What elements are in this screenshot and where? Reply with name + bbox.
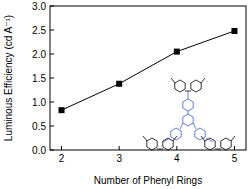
bond [143,136,147,141]
series-line [62,31,235,110]
x-axis-label: Number of Phenyl Rings [94,175,202,186]
plot-frame [50,6,246,150]
y-tick [50,126,54,127]
bond [188,91,189,99]
ring [221,138,231,150]
bond [173,136,177,141]
y-tick-label: 1.0 [32,97,46,108]
x-tick-label: 5 [232,153,238,164]
bond [193,123,196,129]
ring [171,128,181,140]
ring [205,138,215,150]
bond [215,149,221,150]
x-tick [61,146,62,150]
y-tick-label: 0.5 [32,121,46,132]
x-tick [119,146,120,150]
ring [183,114,193,126]
x-tick-label: 3 [116,153,122,164]
bond [163,138,170,142]
x-tick [234,146,235,150]
chart-svg: 0.0 0.5 1.0 1.5 2.0 2.5 3.0 2 3 4 5 Number of Pheny… [0,0,251,189]
bond [201,136,205,141]
data-point [116,81,122,87]
y-tick [50,102,54,103]
y-tick-label: 2.5 [32,25,46,36]
plot-data [59,28,238,113]
ring [195,128,205,140]
bond [180,123,183,129]
bond [188,111,189,114]
ring [191,80,201,92]
x-tick-label: 2 [59,153,65,164]
bond [171,78,175,83]
bond [157,149,163,150]
ring [175,80,185,92]
data-point [231,28,237,34]
data-point [59,107,65,113]
y-tick [50,30,54,31]
y-tick [50,6,54,7]
x-tick [176,146,177,150]
molecule-structure [143,78,235,150]
y-tick [50,54,54,55]
bond [231,136,235,141]
y-tick-label: 2.0 [32,49,46,60]
y-tick-label: 3.0 [32,1,46,12]
ring [147,138,157,150]
ring [183,99,193,111]
y-axis-label: Luminous Efficiency (cd A⁻¹) [3,15,14,141]
chart-container: 0.0 0.5 1.0 1.5 2.0 2.5 3.0 2 3 4 5 Number of Pheny… [0,0,251,189]
y-tick [50,150,54,151]
y-tick-label: 0.0 [32,145,46,156]
y-tick [50,78,54,79]
data-point [174,49,180,55]
bond [201,78,205,83]
x-tick-label: 4 [174,153,180,164]
y-tick-label: 1.5 [32,73,46,84]
ring [163,138,173,150]
bond [206,138,213,142]
